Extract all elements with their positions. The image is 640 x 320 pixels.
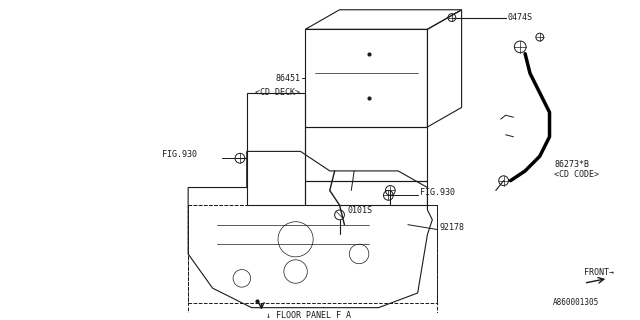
Text: 86273*B: 86273*B: [554, 160, 589, 169]
Text: A860001305: A860001305: [552, 298, 598, 307]
Text: 92178: 92178: [439, 223, 464, 232]
Text: 0474S: 0474S: [508, 13, 532, 22]
Text: 0101S: 0101S: [348, 206, 372, 215]
Text: ↓ FLOOR PANEL F A: ↓ FLOOR PANEL F A: [266, 311, 351, 320]
Text: <CD DECK>: <CD DECK>: [255, 88, 300, 97]
Text: FIG.930: FIG.930: [420, 188, 454, 197]
Text: FIG.930: FIG.930: [162, 150, 196, 159]
Text: 86451: 86451: [275, 74, 300, 83]
Text: FRONT→: FRONT→: [584, 268, 614, 277]
Text: <CD CODE>: <CD CODE>: [554, 170, 600, 179]
